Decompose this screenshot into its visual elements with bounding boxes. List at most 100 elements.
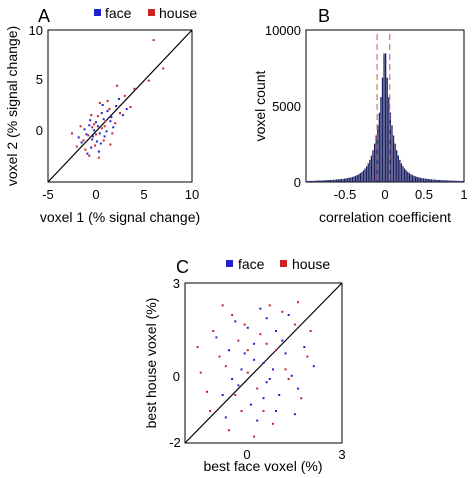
panel-b-bar-55 (392, 135, 395, 182)
panel-c-face-point-3 (281, 339, 284, 342)
panel-b-bar-85 (440, 180, 442, 182)
panel-c-face-point-0 (253, 358, 256, 361)
panel-a-house-point-31 (109, 143, 112, 146)
panel-a-house-point-29 (90, 114, 93, 117)
panel-c-house-point-17 (281, 310, 284, 313)
panel-c-house-point-1 (259, 333, 262, 336)
panel-c-house-point-21 (246, 349, 249, 352)
panel-c-house-point-14 (237, 339, 240, 342)
panel-c-face-point-30 (287, 314, 290, 316)
panel-b-bar-91 (449, 180, 452, 182)
panel-a-face-point-12 (80, 141, 83, 144)
panel-c-house-point-4 (205, 390, 208, 393)
panel-a-house-point-17 (106, 99, 109, 102)
panel-a-face-point-16 (112, 126, 115, 129)
panel-b-bar-22 (340, 179, 343, 182)
panel-b-bar-67 (411, 175, 414, 182)
panel-c-house-point-18 (253, 435, 256, 438)
panel-c-house-point-31 (224, 365, 227, 368)
panel-b-bar-7 (317, 180, 319, 182)
panel-b-bar-57 (396, 150, 398, 182)
panel-c-face-point-8 (275, 410, 278, 412)
panel-b-ytick-1: 5000 (272, 99, 301, 114)
panel-c-xtick-2: 3 (338, 447, 345, 462)
panel-a-points (71, 39, 165, 159)
panel-c-house-point-27 (196, 346, 199, 348)
panel-b-bar-6 (315, 180, 317, 182)
panel-b-bar-16 (331, 179, 333, 182)
panel-c-face-point-2 (237, 384, 240, 387)
panel-b-bar-3 (310, 180, 313, 182)
panel-b-bar-99 (462, 180, 464, 182)
panel-a-face-point-15 (90, 146, 93, 149)
panel-a-house-point-16 (111, 132, 114, 135)
panel-a-face-point-23 (101, 103, 104, 106)
panel-b-bar-87 (443, 180, 445, 182)
panel-b-bar-9 (320, 180, 322, 182)
panel-b-ytick-2: 10000 (265, 23, 301, 38)
panel-c-face-point-5 (227, 349, 230, 352)
panel-c-house-point-5 (246, 371, 249, 374)
panel-a-face-point-21 (86, 152, 89, 155)
panel-b-bar-10 (321, 180, 324, 182)
panel-b-bar-19 (336, 179, 338, 182)
panel-b-bar-34 (359, 173, 361, 182)
panel-a-face-point-7 (93, 129, 96, 132)
panel-b-bar-25 (345, 178, 347, 182)
panel-b-xtick-2: 0.5 (415, 187, 433, 202)
panel-c-house-point-12 (227, 429, 230, 432)
panel-b-bar-27 (348, 177, 350, 182)
panel-b-bar-66 (410, 174, 412, 182)
panel-a-face-point-10 (106, 110, 109, 113)
panel-a-face-point-4 (85, 133, 88, 136)
panel-b-xtick-3: 1 (460, 187, 467, 202)
panel-c-xtick-1: 0 (243, 447, 250, 462)
panel-a-house-point-24 (93, 123, 96, 126)
panel-b-bar-81 (433, 179, 436, 182)
panel-c-house-point-23 (265, 342, 268, 345)
panel-b-xtick-0: -0.5 (334, 187, 356, 202)
panel-b-bar-59 (399, 159, 401, 182)
panel-b-bar-42 (372, 150, 374, 182)
panel-b-bar-72 (419, 177, 422, 182)
panel-b-bar-50 (385, 53, 387, 183)
panel-a-house-point-25 (129, 106, 132, 109)
panel-b-bar-80 (432, 179, 434, 182)
panel-b-bar-18 (334, 179, 336, 182)
panel-c-house-point-11 (275, 349, 278, 352)
panel-a-ytick-0: 0 (36, 123, 43, 138)
panel-b-bar-39 (367, 163, 369, 182)
panel-c-house-point-24 (309, 330, 312, 332)
panel-b-bar-21 (339, 179, 341, 182)
panel-b-bar-52 (388, 97, 390, 182)
panel-b-bar-35 (361, 171, 363, 182)
panel-a-house-point-20 (116, 84, 119, 87)
panel-b-bar-5 (313, 180, 316, 182)
panel-b-bar-33 (358, 174, 360, 182)
panel-b-bar-93 (452, 180, 455, 182)
panel-a-face-point-3 (109, 120, 112, 123)
panel-a-house-point-8 (104, 120, 107, 123)
panel-b-bar-71 (418, 177, 420, 182)
panel-c-face-point-18 (303, 346, 306, 348)
panel-a-house-point-4 (82, 139, 85, 142)
panel-a-face-point-18 (83, 128, 86, 131)
panel-a-house-point-22 (103, 125, 106, 128)
panel-b-bar-24 (343, 178, 346, 182)
panel-b-bar-40 (369, 159, 371, 182)
panel-c-house-point-10 (256, 387, 259, 390)
panel-c-ylabel: best house voxel (%) (143, 298, 159, 429)
panel-c-legend-house-label: house (292, 256, 330, 272)
panel-a-face-point-14 (95, 121, 97, 124)
panel-c-house-point-16 (199, 371, 202, 374)
panel-b-bar-60 (400, 163, 403, 182)
panel-c-face-point-15 (215, 336, 218, 339)
panel-a-face-point-6 (115, 105, 118, 107)
panel-a-legend-house-swatch (148, 9, 155, 16)
panel-c-house-point-3 (284, 368, 287, 371)
panel-b-bar-83 (437, 179, 439, 182)
panel-b-ylabel: voxel count (252, 70, 268, 141)
panel-a-face-point-1 (91, 138, 94, 141)
panel-a-house-point-7 (94, 144, 97, 147)
panel-b-bar-14 (328, 180, 330, 182)
